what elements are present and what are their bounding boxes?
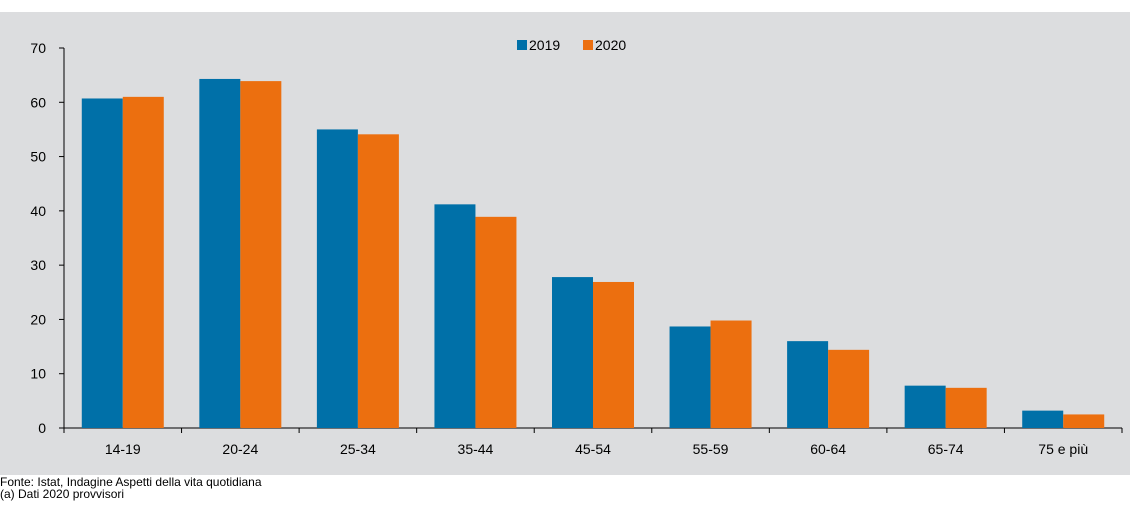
bar-2020-65-74 — [945, 387, 987, 428]
bar-chart: 0 10 20 30 40 50 60 70 14-19 20-24 25-34 35-44 45-5… — [30, 37, 1123, 457]
bar-2020-20-24 — [240, 81, 282, 428]
bar-2019-25-34 — [316, 129, 358, 428]
legend-label-2019: 2019 — [529, 37, 560, 53]
y-axis: 0 10 20 30 40 50 60 70 — [30, 40, 65, 436]
legend-label-2020: 2020 — [595, 37, 626, 53]
y-tick-label: 40 — [30, 203, 46, 219]
bar-2020-55-59 — [710, 320, 752, 428]
bar-2019-55-59 — [669, 326, 711, 428]
x-axis: 14-19 20-24 25-34 35-44 45-54 55-59 60-64 65-74… — [63, 427, 1123, 457]
legend: 2019 2020 — [517, 37, 626, 53]
y-tick-label: 10 — [30, 366, 46, 382]
x-tick-label: 35-44 — [458, 441, 494, 457]
bar-2019-20-24 — [199, 78, 241, 428]
bar-2019-45-54 — [552, 277, 593, 428]
bar-2020-60-64 — [828, 349, 870, 428]
x-tick-label: 25-34 — [340, 441, 376, 457]
x-tick-label: 75 e più — [1038, 441, 1088, 457]
x-tick-label: 20-24 — [222, 441, 258, 457]
bar-2019-35-44 — [434, 204, 476, 428]
x-tick-label: 65-74 — [928, 441, 964, 457]
legend-swatch-2019 — [517, 40, 527, 50]
x-tick-label: 55-59 — [693, 441, 729, 457]
notes: Fonte: Istat, Indagine Aspetti della vit… — [0, 476, 262, 500]
legend-swatch-2020 — [583, 40, 593, 50]
x-tick-label: 60-64 — [810, 441, 846, 457]
y-tick-label: 60 — [30, 94, 46, 110]
bar-2020-45-54 — [593, 281, 634, 428]
y-tick-label: 30 — [30, 257, 46, 273]
bar-2020-25-34 — [357, 134, 399, 429]
bar-2020-14-19 — [122, 96, 164, 428]
bar-2019-14-19 — [81, 98, 123, 428]
x-tick-label: 14-19 — [105, 441, 141, 457]
bar-2019-65-74 — [904, 385, 946, 428]
y-tick-label: 20 — [30, 311, 46, 327]
source-note: Fonte: Istat, Indagine Aspetti della vit… — [0, 475, 262, 489]
bar-2020-75-e-più — [1063, 414, 1105, 428]
footnote: (a) Dati 2020 provvisori — [0, 487, 125, 501]
bar-2019-75-e-più — [1022, 410, 1064, 428]
bars-group — [81, 78, 1105, 429]
bar-2020-35-44 — [475, 216, 517, 428]
y-tick-label: 50 — [30, 149, 46, 165]
y-tick-label: 0 — [38, 420, 46, 436]
y-tick-label: 70 — [30, 40, 46, 56]
bar-2019-60-64 — [787, 341, 829, 428]
x-tick-label: 45-54 — [575, 441, 611, 457]
